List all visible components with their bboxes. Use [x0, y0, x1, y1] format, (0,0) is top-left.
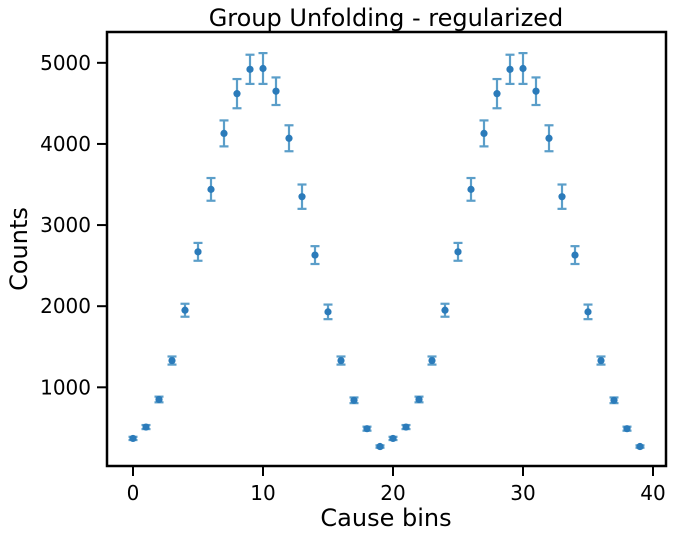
data-marks	[128, 51, 645, 451]
data-point	[233, 90, 241, 98]
data-point	[623, 425, 631, 433]
data-point	[376, 442, 384, 451]
x-tick-label: 0	[127, 481, 140, 505]
data-point	[168, 356, 176, 365]
chart-title: Group Unfolding - regularized	[209, 4, 564, 32]
data-point	[415, 395, 423, 404]
data-point	[220, 129, 228, 138]
data-point	[558, 193, 566, 201]
data-point	[142, 423, 150, 431]
data-point	[454, 248, 462, 256]
data-point	[428, 356, 436, 365]
data-point	[402, 423, 410, 431]
y-tick-label: 4000	[40, 132, 91, 156]
y-axis-ticks: 1000 2000 3000 4000 5000	[40, 51, 107, 399]
data-point	[298, 193, 306, 201]
y-tick-label: 2000	[40, 294, 91, 318]
data-point	[480, 129, 488, 138]
data-point	[272, 87, 280, 95]
data-point	[389, 434, 397, 443]
x-tick-label: 30	[510, 481, 535, 505]
y-axis-label: Counts	[5, 207, 33, 291]
x-axis-ticks: 0 10 20 30 40	[127, 466, 666, 505]
data-point	[519, 64, 527, 73]
data-point	[584, 308, 592, 316]
data-point	[285, 134, 293, 142]
data-point	[324, 308, 332, 316]
data-point	[506, 65, 514, 73]
data-point	[363, 425, 371, 433]
data-point	[194, 248, 202, 256]
data-point	[129, 434, 137, 443]
data-point	[493, 90, 501, 98]
y-tick-label: 3000	[40, 213, 91, 237]
data-point	[571, 251, 579, 259]
data-point	[545, 134, 553, 142]
data-point	[636, 442, 644, 451]
y-tick-label: 5000	[40, 51, 91, 75]
data-point	[207, 185, 215, 193]
data-point	[441, 306, 449, 314]
plot-frame	[105, 30, 668, 468]
data-point	[532, 87, 540, 95]
data-point	[246, 65, 254, 73]
data-point	[155, 395, 163, 404]
data-point	[181, 306, 189, 314]
data-point	[597, 356, 605, 365]
data-point	[337, 356, 345, 365]
x-tick-label: 20	[380, 481, 405, 505]
x-tick-label: 40	[640, 481, 665, 505]
y-tick-label: 1000	[40, 375, 91, 399]
data-point	[311, 251, 319, 259]
data-point	[610, 396, 618, 404]
data-point	[350, 396, 358, 404]
data-point	[467, 185, 475, 193]
data-point	[259, 64, 267, 73]
x-axis-label: Cause bins	[320, 504, 451, 532]
x-tick-label: 10	[250, 481, 275, 505]
